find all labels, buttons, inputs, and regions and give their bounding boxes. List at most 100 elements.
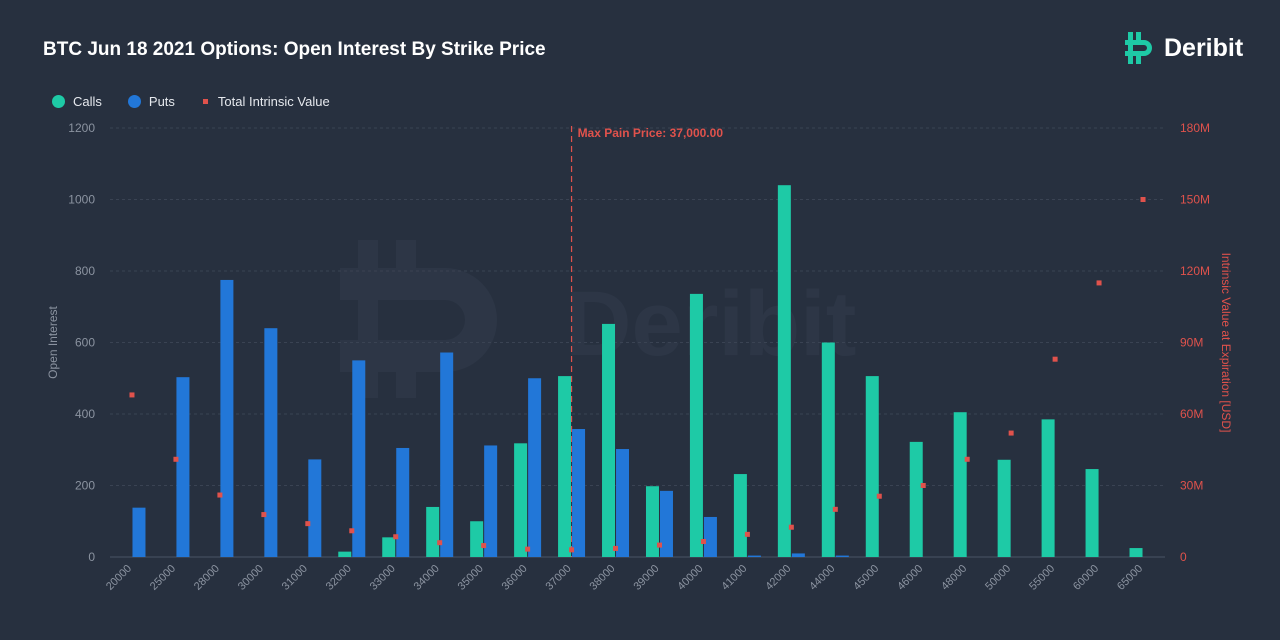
intrinsic-point (569, 547, 575, 553)
calls-bar (865, 376, 879, 557)
puts-bar (176, 377, 190, 557)
y-axis-title: Open Interest (46, 305, 60, 378)
calls-swatch (52, 95, 65, 108)
calls-bar (821, 342, 835, 557)
x-tick-label: 25000 (148, 563, 178, 593)
intrinsic-point (393, 534, 399, 540)
max-pain-label: Max Pain Price: 37,000.00 (578, 126, 724, 140)
calls-bar (733, 474, 747, 557)
x-tick-label: 48000 (939, 563, 969, 593)
x-tick-label: 30000 (236, 563, 266, 593)
max-pain-marker: Max Pain Price: 37,000.00 (570, 126, 724, 557)
brand-logo[interactable]: Deribit (1124, 28, 1243, 68)
x-tick-label: 33000 (368, 563, 398, 593)
legend-label-intrinsic: Total Intrinsic Value (217, 94, 330, 109)
legend-label-puts: Puts (148, 94, 175, 109)
x-tick-label: 55000 (1027, 563, 1057, 593)
intrinsic-swatch (202, 99, 208, 104)
puts-bar (835, 555, 849, 557)
intrinsic-point (613, 545, 619, 551)
grid-lines (110, 127, 1165, 558)
y2-tick-label: 180M (1180, 121, 1210, 135)
y2-tick-label: 150M (1180, 193, 1210, 207)
x-tick-label: 65000 (1115, 563, 1145, 593)
x-tick-label: 31000 (280, 563, 310, 593)
puts-bar (747, 555, 761, 557)
x-tick-label: 42000 (763, 563, 793, 593)
y2-tick-label: 30M (1180, 479, 1203, 493)
calls-bar (338, 551, 352, 557)
y-tick-label: 1200 (68, 121, 95, 135)
y-tick-label: 600 (75, 336, 95, 350)
calls-bar (689, 293, 703, 557)
intrinsic-point (920, 483, 926, 488)
calls-bar (1085, 469, 1099, 557)
puts-bar (659, 490, 673, 557)
x-tick-label: 60000 (1071, 563, 1101, 593)
intrinsic-point (261, 512, 267, 518)
calls-bar (645, 486, 659, 557)
intrinsic-point (305, 521, 311, 527)
calls-bar (426, 506, 440, 557)
x-tick-label: 28000 (192, 563, 222, 593)
puts-bar (484, 445, 498, 557)
intrinsic-point (788, 524, 794, 530)
calls-bar (1041, 419, 1055, 557)
chart-title: BTC Jun 18 2021 Options: Open Interest B… (43, 39, 546, 60)
y-tick-label: 800 (75, 264, 95, 278)
legend-item-puts[interactable]: Puts (127, 94, 175, 109)
x-tick-label: 20000 (104, 563, 134, 593)
x-tick-label: 39000 (631, 563, 661, 593)
puts-bar (132, 507, 146, 557)
y-tick-label: 400 (75, 407, 95, 421)
deribit-logo-icon (1125, 32, 1152, 64)
x-tick-label: 45000 (851, 563, 881, 593)
y2-tick-label: 60M (1180, 407, 1203, 421)
chart-legend: Calls Puts Total Intrinsic Value (52, 94, 356, 109)
puts-bar (308, 459, 322, 557)
puts-bar (396, 447, 410, 557)
puts-bar (528, 378, 542, 557)
y-tick-label: 1000 (68, 193, 95, 207)
intrinsic-point (129, 392, 135, 398)
x-tick-label: 44000 (807, 563, 837, 593)
calls-bar (777, 185, 791, 557)
calls-bar (602, 323, 616, 557)
legend-item-intrinsic[interactable]: Total Intrinsic Value (201, 94, 330, 109)
puts-bar (616, 449, 630, 557)
intrinsic-point (656, 542, 662, 548)
x-tick-label: 36000 (500, 563, 530, 593)
puts-bar (703, 516, 717, 557)
y-tick-label: 200 (75, 479, 95, 493)
x-tick-label: 41000 (719, 563, 749, 593)
x-tick-label: 37000 (544, 563, 574, 593)
puts-swatch (127, 95, 141, 108)
intrinsic-point (525, 546, 531, 552)
intrinsic-point (700, 539, 706, 545)
calls-bar (1129, 548, 1143, 557)
intrinsic-point (1140, 197, 1146, 202)
calls-bar (514, 443, 528, 557)
puts-bar (220, 279, 234, 557)
intrinsic-point (481, 543, 487, 549)
calls-bar (470, 521, 484, 557)
x-tick-label: 32000 (324, 563, 354, 593)
calls-bar (909, 441, 923, 557)
calls-bar (953, 412, 967, 557)
brand-name: Deribit (1164, 33, 1244, 62)
y2-tick-label: 120M (1180, 264, 1210, 278)
intrinsic-point (1096, 280, 1102, 286)
puts-bar (572, 429, 586, 557)
legend-item-calls[interactable]: Calls (52, 94, 102, 109)
calls-bar (558, 376, 572, 557)
puts-bar (352, 360, 366, 557)
intrinsic-point (744, 531, 750, 537)
x-tick-label: 34000 (412, 563, 442, 593)
x-tick-label: 35000 (456, 563, 486, 593)
intrinsic-point (832, 506, 838, 512)
x-tick-label: 38000 (588, 563, 618, 593)
calls-bar (997, 459, 1011, 557)
puts-bar (264, 328, 278, 557)
x-tick-label: 50000 (983, 563, 1013, 593)
